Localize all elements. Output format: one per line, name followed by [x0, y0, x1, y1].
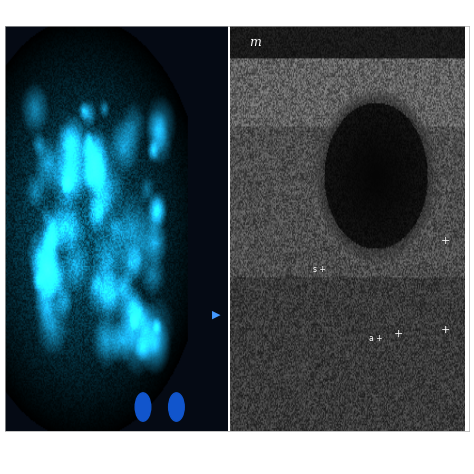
Circle shape: [169, 393, 184, 421]
Text: (c): (c): [303, 390, 344, 421]
Text: +: +: [394, 329, 404, 339]
Text: m: m: [249, 36, 261, 49]
Text: +: +: [441, 325, 450, 335]
Circle shape: [135, 393, 151, 421]
Text: ▶: ▶: [212, 310, 220, 320]
Text: s +: s +: [313, 265, 326, 273]
Text: +: +: [441, 236, 450, 246]
Text: a +: a +: [369, 334, 382, 343]
